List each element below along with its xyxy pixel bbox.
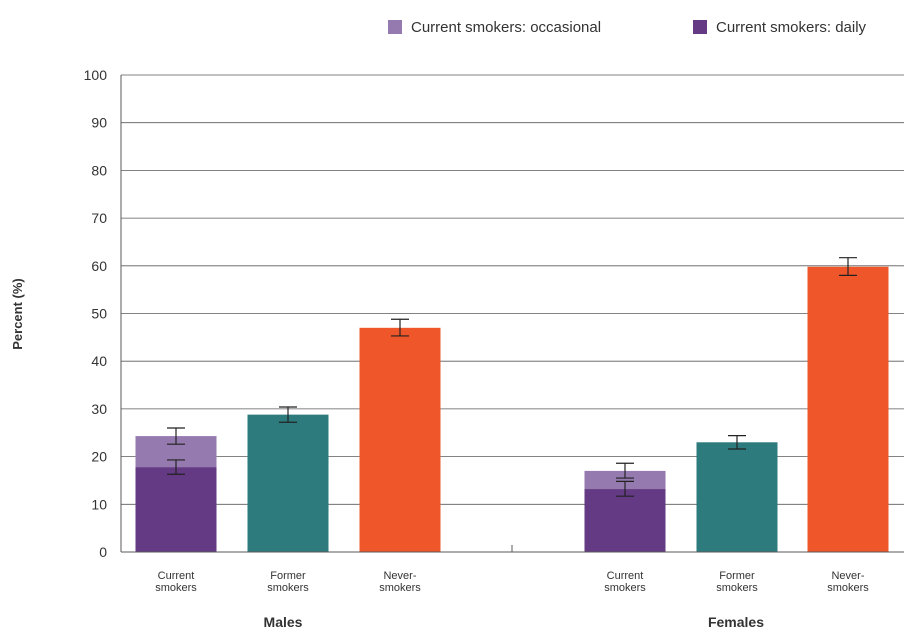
category-label: smokers xyxy=(267,582,309,594)
y-tick-label: 30 xyxy=(91,401,107,417)
y-tick-label: 90 xyxy=(91,115,107,131)
bars xyxy=(135,266,889,552)
legend-label: Current smokers: occasional xyxy=(411,19,601,36)
category-label: Current xyxy=(158,570,195,582)
category-label: Never- xyxy=(831,570,864,582)
axes xyxy=(120,75,904,553)
bar-segment-occasional xyxy=(584,470,666,490)
category-label: smokers xyxy=(155,582,197,594)
legend-label: Current smokers: daily xyxy=(716,19,867,36)
y-tick-label: 20 xyxy=(91,449,107,465)
bar-segment-daily xyxy=(135,467,217,552)
group-label: Males xyxy=(264,614,303,630)
y-tick-label: 10 xyxy=(91,496,107,512)
bar-segment-daily xyxy=(584,489,666,552)
category-label: Never- xyxy=(383,570,416,582)
legend: Current smokers: occasional Current smoke… xyxy=(388,19,867,36)
category-label: smokers xyxy=(827,582,869,594)
category-label: smokers xyxy=(379,582,421,594)
y-tick-label: 80 xyxy=(91,162,107,178)
category-label: Current xyxy=(607,570,644,582)
y-tick-label: 40 xyxy=(91,353,107,369)
category-label: Former xyxy=(270,570,306,582)
y-tick-label: 0 xyxy=(99,544,107,560)
category-label: smokers xyxy=(716,582,758,594)
legend-swatch xyxy=(693,20,707,34)
y-tick-label: 50 xyxy=(91,306,107,322)
bar-segment-never xyxy=(359,327,441,552)
legend-swatch xyxy=(388,20,402,34)
bar-segment-former xyxy=(696,442,778,552)
y-tick-label: 100 xyxy=(84,67,108,83)
y-axis-ticks: 0 10 20 30 40 50 60 70 80 90 100 xyxy=(84,67,108,560)
bar-segment-former xyxy=(247,414,329,552)
category-label: Former xyxy=(719,570,755,582)
y-axis-label: Percent (%) xyxy=(10,278,25,350)
error-bars xyxy=(167,257,857,497)
category-label: smokers xyxy=(604,582,646,594)
y-tick-label: 60 xyxy=(91,258,107,274)
bar-segment-never xyxy=(807,266,889,552)
y-tick-label: 70 xyxy=(91,210,107,226)
x-axis-labels: MalesCurrentsmokersFormersmokersNever-sm… xyxy=(155,570,869,630)
group-label: Females xyxy=(708,614,764,630)
gridlines xyxy=(121,74,904,505)
